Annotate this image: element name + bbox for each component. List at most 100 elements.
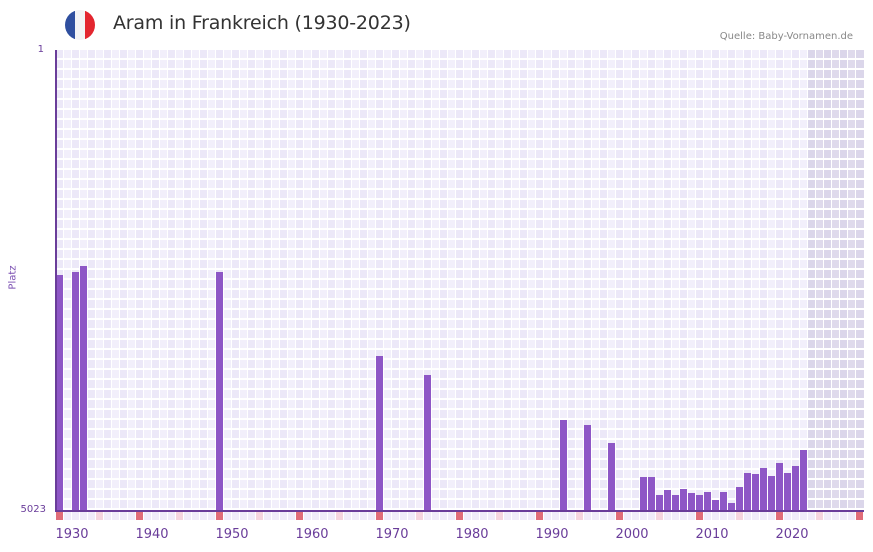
grid-column (64, 50, 72, 510)
year-marker (328, 512, 335, 520)
grid-column (816, 50, 824, 510)
bar-2003[interactable] (640, 476, 647, 510)
grid-line (735, 50, 736, 510)
y-tick-bottom: 5023 (20, 504, 46, 515)
grid-line (359, 50, 360, 510)
grid-column (800, 50, 808, 510)
grid-line (56, 308, 864, 310)
grid-line (447, 50, 448, 510)
year-marker (248, 512, 255, 520)
grid-line (471, 50, 472, 510)
year-marker (784, 512, 791, 520)
bar-2018[interactable] (760, 467, 767, 510)
year-marker (232, 512, 239, 520)
grid-line (495, 50, 496, 510)
grid-line (56, 438, 864, 440)
grid-line (479, 50, 480, 510)
grid-column (240, 50, 248, 510)
grid-column (584, 50, 592, 510)
grid-line (56, 208, 864, 210)
grid-column (232, 50, 240, 510)
bar-2022[interactable] (792, 466, 799, 510)
year-marker (856, 512, 863, 520)
bar-2019[interactable] (768, 476, 775, 510)
grid-line (455, 50, 456, 510)
year-marker (336, 512, 343, 520)
year-marker (800, 512, 807, 520)
grid-line (463, 50, 464, 510)
year-marker (704, 512, 711, 520)
grid-line (56, 68, 864, 70)
grid-line (607, 50, 608, 510)
bar-2006[interactable] (664, 489, 671, 510)
bar-1950[interactable] (216, 271, 223, 510)
x-tick-label: 2020 (775, 527, 809, 542)
grid-line (56, 198, 864, 200)
bar-2021[interactable] (784, 472, 791, 510)
year-marker (448, 512, 455, 520)
bar-2017[interactable] (752, 474, 759, 510)
grid-line (567, 50, 568, 510)
grid-line (583, 50, 584, 510)
bar-1933[interactable] (80, 265, 87, 510)
grid-column (592, 50, 600, 510)
grid-line (56, 238, 864, 240)
grid-column (504, 50, 512, 510)
year-marker (616, 512, 623, 520)
bar-2015[interactable] (736, 487, 743, 510)
grid-column (688, 50, 696, 510)
bar-2020[interactable] (776, 463, 783, 510)
bar-1932[interactable] (72, 271, 79, 510)
grid-line (143, 50, 144, 510)
year-marker (840, 512, 847, 520)
bar-2014[interactable] (728, 502, 735, 510)
plot-area (56, 50, 864, 510)
grid-line (367, 50, 368, 510)
grid-line (399, 50, 400, 510)
grid-line (56, 258, 864, 260)
bar-2013[interactable] (720, 491, 727, 510)
bar-1999[interactable] (608, 442, 615, 510)
bar-1970[interactable] (376, 356, 383, 510)
bar-2011[interactable] (704, 491, 711, 510)
bar-2007[interactable] (672, 494, 679, 510)
grid-line (327, 50, 328, 510)
bar-2008[interactable] (680, 488, 687, 510)
grid-line (247, 50, 248, 510)
year-marker (344, 512, 351, 520)
grid-column (400, 50, 408, 510)
year-marker (104, 512, 111, 520)
year-marker (656, 512, 663, 520)
grid-line (199, 50, 200, 510)
year-marker (160, 512, 167, 520)
bar-2016[interactable] (744, 472, 751, 510)
flag-stripe-white (75, 10, 85, 40)
year-marker (544, 512, 551, 520)
grid-line (303, 50, 304, 510)
bar-1976[interactable] (424, 374, 431, 510)
bar-2009[interactable] (688, 492, 695, 510)
flag-stripe-red (85, 10, 95, 40)
bar-2005[interactable] (656, 494, 663, 510)
bar-2023[interactable] (800, 450, 807, 510)
grid-column (776, 50, 784, 510)
year-marker (624, 512, 631, 520)
bar-1996[interactable] (584, 424, 591, 510)
grid-line (239, 50, 240, 510)
bar-1993[interactable] (560, 419, 567, 510)
grid-column (848, 50, 856, 510)
year-marker (288, 512, 295, 520)
bar-2012[interactable] (712, 500, 719, 510)
bar-1930[interactable] (56, 274, 63, 510)
grid-column (256, 50, 264, 510)
year-marker (816, 512, 823, 520)
year-marker (296, 512, 303, 520)
grid-column (664, 50, 672, 510)
grid-line (631, 50, 632, 510)
bar-2004[interactable] (648, 476, 655, 510)
bar-2010[interactable] (696, 494, 703, 510)
grid-line (56, 488, 864, 490)
year-marker (432, 512, 439, 520)
grid-column (376, 50, 384, 510)
grid-column (408, 50, 416, 510)
